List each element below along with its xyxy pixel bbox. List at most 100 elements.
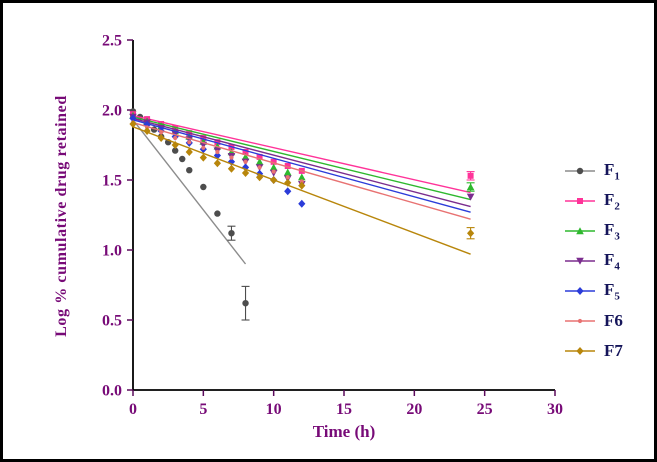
- series-f2-marker: [467, 172, 474, 179]
- y-tick-label: 1.5: [102, 173, 122, 190]
- legend-key-f6: [565, 318, 595, 324]
- series-f7-marker: [270, 176, 278, 184]
- x-tick-label: 15: [336, 401, 352, 418]
- series-f7-marker: [143, 127, 151, 135]
- x-tick-label: 30: [547, 401, 563, 418]
- x-tick-label: 10: [266, 401, 282, 418]
- legend-marker: [576, 257, 584, 265]
- series-f6-marker: [187, 140, 192, 145]
- series-f6-marker: [257, 165, 262, 170]
- axes: [132, 40, 555, 391]
- legend-marker: [577, 198, 583, 204]
- y-tick-label: 1.0: [102, 243, 122, 260]
- legend-label-f6: F6: [604, 311, 623, 330]
- series-f7-marker: [284, 178, 292, 187]
- series-f2-marker: [284, 163, 291, 169]
- legend-marker: [576, 287, 584, 295]
- legend-key-f3: [565, 227, 595, 235]
- series-f4-marker: [466, 193, 475, 201]
- legend-item-f4: F4: [563, 246, 623, 276]
- legend-marker: [577, 318, 583, 324]
- series-f2-marker: [270, 158, 277, 165]
- legend-label-f2: F2: [604, 189, 620, 213]
- legend-item-f3: F3: [563, 216, 623, 246]
- series-f7-marker: [199, 153, 207, 162]
- legend-key-f4: [565, 257, 595, 265]
- series-f6-marker: [201, 145, 206, 150]
- legend-key-f2: [565, 198, 595, 204]
- series-f6-marker: [299, 179, 304, 184]
- series-f6-marker: [215, 149, 220, 155]
- legend-marker: [576, 227, 584, 235]
- series-f1-marker: [228, 230, 235, 237]
- legend-label-f1: F1: [604, 159, 620, 183]
- series-f2-marker: [242, 149, 249, 155]
- series-f6-marker: [229, 155, 234, 160]
- series-f6-marker: [285, 175, 290, 180]
- series-f3-marker: [255, 158, 264, 165]
- series-f6-fit-line: [132, 121, 471, 220]
- series-f4-fit-line: [132, 117, 471, 208]
- y-tick-label: 0.0: [102, 383, 122, 400]
- series-f3-marker: [466, 183, 475, 191]
- legend-marker: [576, 347, 584, 355]
- series-f6-marker: [159, 130, 164, 135]
- series-f7-marker: [157, 134, 165, 142]
- series-f1-marker: [186, 167, 193, 174]
- series-f1-marker: [214, 210, 221, 217]
- series-f6-marker: [243, 159, 248, 164]
- legend-label-f3: F3: [604, 219, 620, 243]
- series-f7-marker: [213, 159, 221, 168]
- legend-key-f7: [565, 347, 595, 355]
- legend-label-f4: F4: [604, 249, 620, 273]
- legend-item-f7: F7: [563, 336, 623, 366]
- series-f5-marker: [129, 114, 137, 123]
- series-f5-marker: [298, 199, 306, 208]
- chart-plot: 0 5 10 15 20 25 30 0.0 0.5 1.0 1.5 2.0 2.5: [102, 33, 563, 419]
- legend-label-f7: F7: [604, 341, 623, 360]
- series-f5-fit-line: [132, 119, 471, 213]
- legend-item-f1: F1: [563, 156, 623, 186]
- series-f7-marker: [227, 164, 236, 173]
- x-axis-title: Time (h): [312, 422, 376, 441]
- series-f1-marker: [200, 183, 207, 191]
- series-f7-marker: [171, 141, 179, 149]
- legend-label-f5: F5: [604, 279, 620, 303]
- y-tick-label: 0.5: [102, 313, 122, 330]
- legend-item-f2: F2: [563, 186, 623, 216]
- series-f1-marker: [242, 300, 249, 307]
- y-tick-label: 2.0: [102, 103, 122, 120]
- x-tick-label: 20: [406, 401, 422, 418]
- series-f3-fit-line: [132, 116, 471, 201]
- legend-item-f6: F6: [563, 306, 623, 336]
- x-tick-label: 25: [477, 401, 493, 418]
- series-f3-marker: [241, 153, 250, 161]
- y-axis-title: Log % cumulative drug retained: [53, 95, 70, 337]
- legend: F1 F2 F3 F4 F5 F6 F7: [563, 156, 623, 366]
- series-f3-marker: [269, 163, 278, 171]
- series-f1-marker: [179, 155, 186, 163]
- series-f1-fit-line: [132, 119, 247, 265]
- series-f2-marker: [256, 153, 263, 160]
- legend-key-f5: [565, 287, 595, 295]
- legend-item-f5: F5: [563, 276, 623, 306]
- series-f6-marker: [271, 169, 276, 174]
- series-f7-marker: [185, 148, 193, 156]
- series-f1-marker: [172, 147, 179, 154]
- series-f7-marker: [467, 229, 475, 238]
- series-f7-marker: [298, 181, 306, 190]
- series-f3-marker: [298, 173, 306, 181]
- legend-key-f1: [565, 167, 595, 175]
- series-f6-marker: [173, 135, 178, 141]
- legend-marker: [576, 167, 584, 175]
- series-f2-fit-line: [132, 114, 471, 194]
- x-tick-label: 0: [129, 401, 137, 418]
- series-f7-fit-line: [132, 126, 471, 255]
- series-f5-marker: [284, 187, 292, 196]
- y-tick-label: 2.5: [102, 33, 122, 50]
- series-f7-marker: [241, 169, 250, 177]
- series-f7-marker: [129, 120, 137, 128]
- series-f3-marker: [283, 168, 292, 176]
- x-tick-label: 5: [199, 401, 207, 418]
